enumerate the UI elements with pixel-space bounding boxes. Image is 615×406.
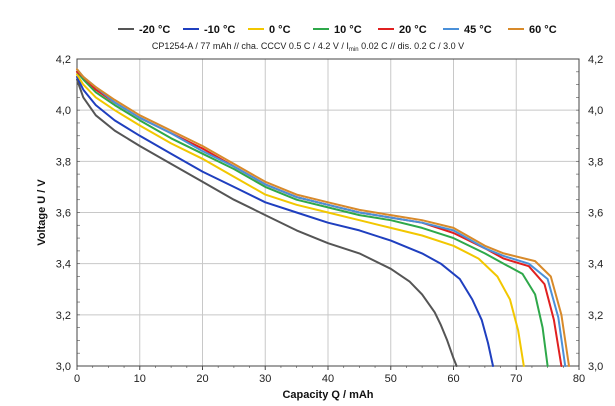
subtitle-subscript: min [349,47,359,53]
subtitle-text: CP1254-A / 77 mAh // cha. CCCV 0.5 C / 4… [152,41,349,51]
y-tick-label-right: 3,0 [588,361,603,373]
y-tick-label-left: 4,0 [56,105,71,117]
y-tick-label-left: 3,8 [56,156,71,168]
y-tick-label-left: 3,0 [56,361,71,373]
y-tick-label-left: 3,4 [56,259,71,271]
x-tick-label: 50 [385,373,397,385]
x-tick-label: 30 [259,373,271,385]
legend-label: 60 °C [529,24,557,36]
y-tick-label-right: 3,4 [588,259,603,271]
series-line [76,73,525,367]
y-tick-label-right: 3,6 [588,208,603,220]
legend-label: 10 °C [334,24,362,36]
legend-label: 20 °C [399,24,427,36]
series-line [76,68,570,367]
series-line [76,78,458,367]
x-tick-label: 10 [134,373,146,385]
legend-label: 0 °C [269,24,291,36]
y-tick-label-right: 4,2 [588,54,603,66]
y-tick-label-left: 3,2 [56,310,71,322]
series-line [76,70,549,367]
y-tick-label-right: 3,8 [588,156,603,168]
chart-subtitle: CP1254-A / 77 mAh // cha. CCCV 0.5 C / 4… [152,41,464,53]
x-tick-label: 60 [447,373,459,385]
y-tick-label-left: 4,2 [56,54,71,66]
legend: -20 °C -10 °C 0 °C 10 °C 20 °C 45 °C 60 °C [118,24,557,36]
x-tick-label: 20 [196,373,208,385]
subtitle-text: 0.02 C // dis. 0.2 C / 3.0 V [359,41,465,51]
x-tick-label: 0 [74,373,80,385]
y-axis-label: Voltage U / V [36,179,48,246]
series-line [76,75,494,367]
legend-label: -10 °C [204,24,235,36]
series-lines [76,68,570,367]
x-tick-label: 70 [510,373,522,385]
series-line [76,68,567,367]
y-tick-label-left: 3,6 [56,208,71,220]
y-tick-label-right: 3,2 [588,310,603,322]
legend-label: 45 °C [464,24,492,36]
plot-frame [76,58,580,367]
x-axis-label: Capacity Q / mAh [282,389,373,401]
x-tick-label: 40 [322,373,334,385]
x-tick-label: 80 [573,373,585,385]
tick-labels: 0 10 20 30 40 50 60 70 803,0 3,03,2 3,23,4 3,43,6 3,… [56,54,604,385]
y-tick-label-right: 4,0 [588,105,603,117]
legend-label: -20 °C [139,24,170,36]
